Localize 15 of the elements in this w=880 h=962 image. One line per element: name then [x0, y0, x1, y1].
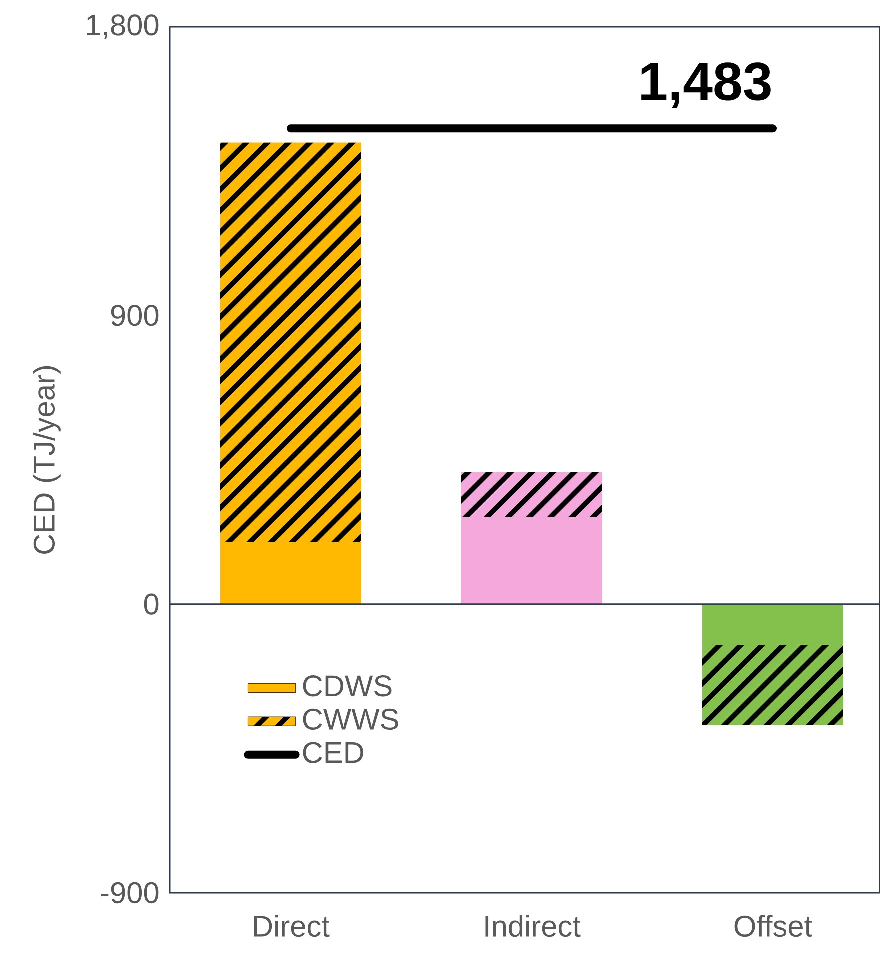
y-tick-label: -900 [101, 882, 159, 904]
y-tick-label: 0 [144, 594, 159, 615]
y-axis-title: CED (TJ/year) [33, 366, 61, 554]
bar [220, 542, 362, 604]
y-tick-label: 1,800 [87, 14, 159, 40]
x-tick-label: Offset [734, 915, 812, 938]
legend-label: CED [303, 742, 364, 764]
y-tick-label: 900 [111, 305, 159, 326]
x-tick-label: Direct [254, 915, 330, 938]
bar [461, 517, 602, 604]
data-label: 1,483 [642, 62, 771, 109]
x-tick-label: Indirect [486, 915, 581, 938]
legend-label: CWWS [303, 708, 398, 730]
bar [702, 604, 844, 646]
legend-label: CDWS [303, 676, 392, 697]
